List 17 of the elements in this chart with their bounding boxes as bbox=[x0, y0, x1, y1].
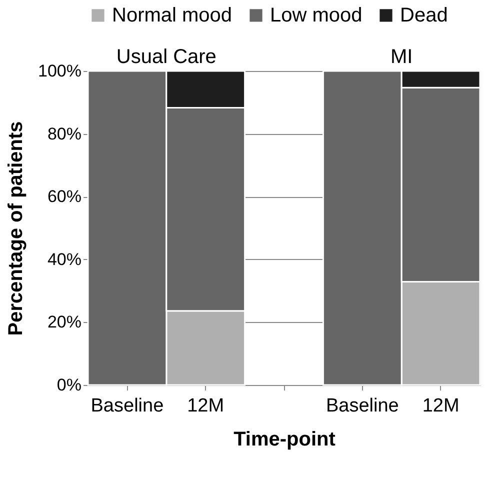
y-tick-label: 40% bbox=[47, 250, 82, 269]
y-axis-title: Percentage of patients bbox=[5, 121, 28, 336]
y-tick-label: 0% bbox=[56, 376, 82, 394]
x-tick-label: Baseline bbox=[326, 396, 399, 416]
text: Usual Care bbox=[116, 46, 216, 68]
legend-label: Normal mood bbox=[112, 4, 232, 26]
x-axis-title: Time-point bbox=[234, 428, 336, 450]
x-tick-label: 12M bbox=[187, 396, 224, 416]
y-tick-label: 100% bbox=[38, 62, 82, 80]
y-tick-label: 80% bbox=[47, 124, 82, 144]
x-tick-label: 12M bbox=[422, 396, 460, 416]
y-tick-label: 20% bbox=[47, 312, 82, 332]
legend-label: Low mood bbox=[270, 4, 362, 26]
x-tick-label: Baseline bbox=[90, 396, 164, 416]
text: MI bbox=[390, 46, 413, 68]
legend-label: Dead bbox=[400, 4, 448, 26]
y-tick-label: 60% bbox=[47, 187, 82, 206]
